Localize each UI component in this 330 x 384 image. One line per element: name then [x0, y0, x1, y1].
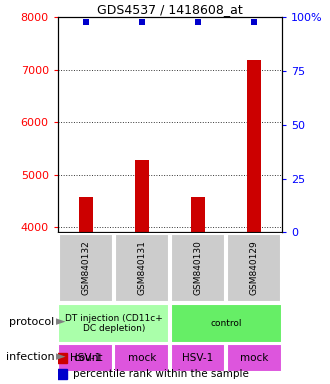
Text: DT injection (CD11c+
DC depletion): DT injection (CD11c+ DC depletion) — [65, 314, 163, 333]
Bar — [171, 234, 225, 302]
Text: mock: mock — [128, 353, 156, 363]
Bar — [135, 160, 149, 232]
Text: GSM840132: GSM840132 — [81, 240, 90, 295]
Bar — [79, 197, 93, 232]
Text: ►: ► — [56, 315, 66, 328]
Bar — [59, 234, 113, 302]
Bar — [227, 234, 281, 302]
Bar — [58, 344, 113, 372]
Text: GSM840129: GSM840129 — [249, 240, 259, 295]
Bar — [115, 234, 169, 302]
Bar — [171, 304, 281, 343]
Bar — [171, 344, 225, 372]
Bar — [58, 304, 169, 343]
Bar — [191, 197, 205, 232]
Text: count: count — [74, 353, 103, 364]
Text: HSV-1: HSV-1 — [70, 353, 101, 363]
Text: infection: infection — [6, 352, 54, 362]
Text: control: control — [210, 319, 242, 328]
Text: ►: ► — [56, 350, 66, 363]
Bar — [247, 60, 261, 232]
Bar — [227, 344, 281, 372]
Bar — [115, 344, 169, 372]
Text: percentile rank within the sample: percentile rank within the sample — [74, 369, 249, 379]
Text: GSM840131: GSM840131 — [137, 240, 147, 295]
Text: mock: mock — [240, 353, 268, 363]
Text: protocol: protocol — [9, 316, 54, 326]
Text: GSM840130: GSM840130 — [193, 240, 203, 295]
Title: GDS4537 / 1418608_at: GDS4537 / 1418608_at — [97, 3, 243, 16]
Text: HSV-1: HSV-1 — [182, 353, 214, 363]
